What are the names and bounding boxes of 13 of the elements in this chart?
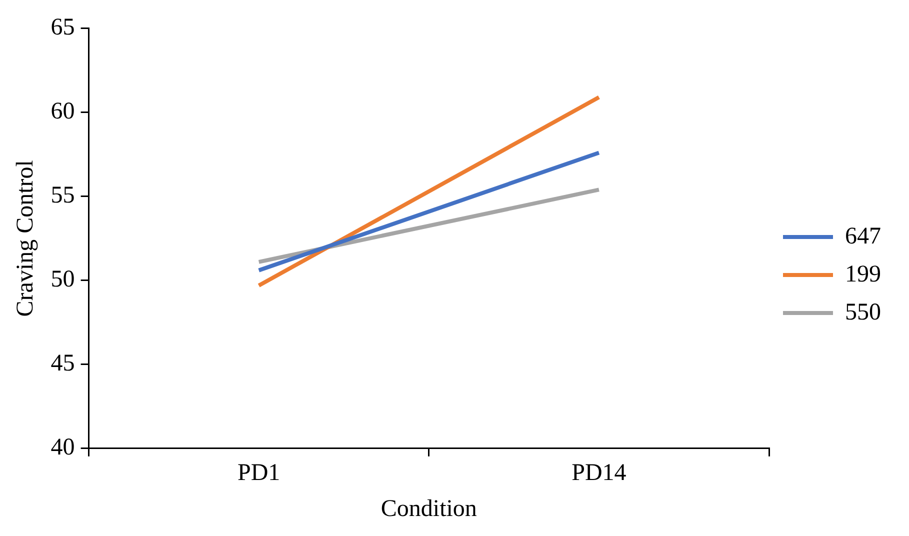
y-tick-label: 45 bbox=[50, 350, 75, 377]
y-tick-label: 60 bbox=[50, 98, 75, 125]
legend-label: 199 bbox=[845, 261, 881, 288]
x-axis-title: Condition bbox=[380, 496, 477, 522]
y-tick-label: 65 bbox=[50, 14, 75, 41]
y-tick-label: 40 bbox=[50, 434, 75, 461]
x-tick-label: PD14 bbox=[572, 460, 626, 486]
y-axis-title: Craving Control bbox=[12, 160, 39, 317]
y-tick-label: 55 bbox=[50, 182, 75, 209]
x-tick-label: PD1 bbox=[238, 460, 280, 486]
legend-label: 647 bbox=[845, 223, 881, 250]
y-tick-label: 50 bbox=[50, 266, 75, 293]
legend-label: 550 bbox=[845, 299, 881, 326]
